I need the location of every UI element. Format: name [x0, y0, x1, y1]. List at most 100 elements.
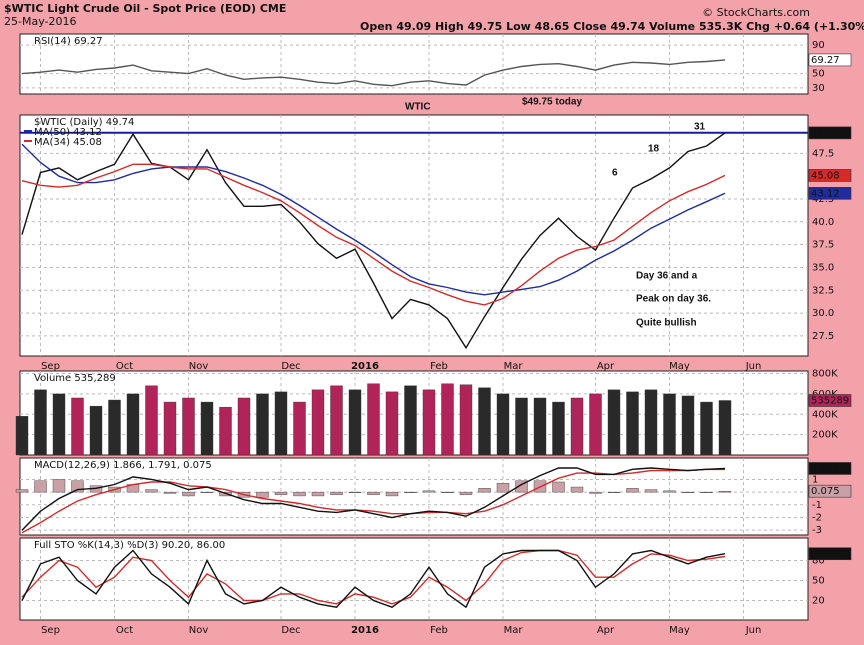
credit: © StockCharts.com — [702, 6, 810, 19]
legend-swatch — [24, 130, 32, 132]
value-badge — [808, 53, 852, 67]
bar — [126, 393, 140, 456]
bar — [34, 389, 47, 456]
bar — [237, 397, 251, 456]
bar — [256, 393, 269, 456]
value-badge-label: 43.12 — [811, 188, 840, 199]
bar — [422, 389, 436, 456]
x-tick-label: Jun — [745, 625, 762, 636]
x-tick-label: Sep — [41, 361, 60, 372]
panel — [19, 33, 809, 95]
y-tick-label: 35.0 — [812, 262, 834, 273]
x-tick-label: Feb — [430, 625, 448, 636]
y-tick-label: -2 — [812, 512, 822, 523]
panel — [19, 537, 809, 621]
value-badge-label: 49.74 — [811, 128, 840, 139]
bar — [644, 489, 658, 493]
y-tick-label: 27.5 — [812, 331, 834, 342]
y-tick-label: 40.0 — [812, 217, 834, 228]
quote: Open 49.09 High 49.75 Low 48.65 Close 49… — [360, 20, 864, 33]
y-tick-label: 47.5 — [812, 148, 834, 159]
value-badge-label: 1.866 — [811, 463, 840, 474]
bar — [367, 383, 380, 456]
series-line — [21, 467, 726, 531]
bar — [570, 486, 584, 493]
y-tick-label: 20 — [812, 596, 825, 607]
y-tick-label: 50 — [812, 576, 825, 587]
bar — [626, 391, 639, 456]
bar — [718, 490, 732, 493]
y-tick-label: 80 — [812, 556, 825, 567]
bar — [34, 480, 47, 493]
panel-legend: $WTIC (Daily) 49.74 — [34, 117, 134, 128]
bar — [256, 491, 269, 498]
bar — [552, 401, 565, 456]
bar — [293, 491, 306, 497]
bar — [15, 489, 29, 493]
annotation: $49.75 today — [522, 97, 582, 108]
bar — [200, 491, 214, 493]
bar — [52, 393, 66, 456]
bar — [404, 491, 417, 493]
bar — [348, 389, 362, 456]
value-badge-label: 0.075 — [811, 486, 840, 497]
bar — [108, 399, 121, 456]
series-line — [21, 163, 726, 306]
bar — [478, 488, 491, 493]
bar — [52, 479, 66, 493]
annotation: Quite bullish — [636, 318, 697, 329]
bar — [311, 389, 325, 456]
y-tick-label: 200K — [812, 430, 838, 441]
value-badge — [808, 394, 852, 407]
bar — [459, 384, 473, 456]
x-tick-label: May — [669, 361, 690, 372]
annotation: WTIC — [405, 102, 431, 113]
bar — [348, 491, 362, 493]
bar — [552, 481, 565, 493]
bar — [404, 385, 417, 456]
bar — [589, 393, 602, 456]
value-badge — [808, 126, 852, 140]
bar — [182, 397, 195, 456]
bar — [71, 397, 84, 456]
value-badge — [808, 484, 852, 498]
bar — [700, 401, 713, 456]
bar — [71, 480, 84, 493]
bar — [478, 387, 491, 456]
bar — [311, 491, 325, 497]
annotation: 31 — [694, 122, 706, 133]
x-tick-label: Oct — [116, 625, 133, 636]
x-tick-label: May — [669, 625, 690, 636]
x-tick-label: Nov — [189, 625, 209, 636]
x-tick-label: Apr — [597, 625, 615, 636]
y-tick-label: 90 — [812, 40, 825, 51]
bar — [330, 491, 343, 495]
bar — [367, 491, 380, 495]
bar — [607, 491, 621, 493]
value-badge-label: 45.08 — [811, 170, 840, 181]
series-line — [21, 59, 726, 87]
bar — [681, 395, 695, 456]
x-tick-label: Mar — [504, 361, 524, 372]
y-tick-label: 1 — [812, 474, 818, 485]
y-tick-label: -1 — [812, 500, 822, 511]
bar — [700, 491, 713, 493]
bar — [441, 491, 454, 493]
annotation: 6 — [612, 168, 618, 179]
panel-legend: Full STO %K(14,3) %D(3) 90.20, 86.00 — [34, 540, 225, 551]
y-tick-label: 32.5 — [812, 285, 834, 296]
series-line — [21, 132, 726, 350]
bar — [644, 389, 658, 456]
panel-legend: MACD(12,26,9) 1.866, 1.791, 0.075 — [34, 460, 212, 471]
bar — [145, 385, 158, 456]
x-tick-label: Oct — [116, 361, 133, 372]
bar — [607, 389, 621, 456]
legend-label: MA(34) 45.08 — [34, 137, 102, 148]
bar — [15, 416, 29, 456]
bar — [293, 401, 306, 456]
date: 25-May-2016 — [4, 15, 76, 28]
bar — [219, 406, 232, 456]
bar — [533, 397, 547, 456]
